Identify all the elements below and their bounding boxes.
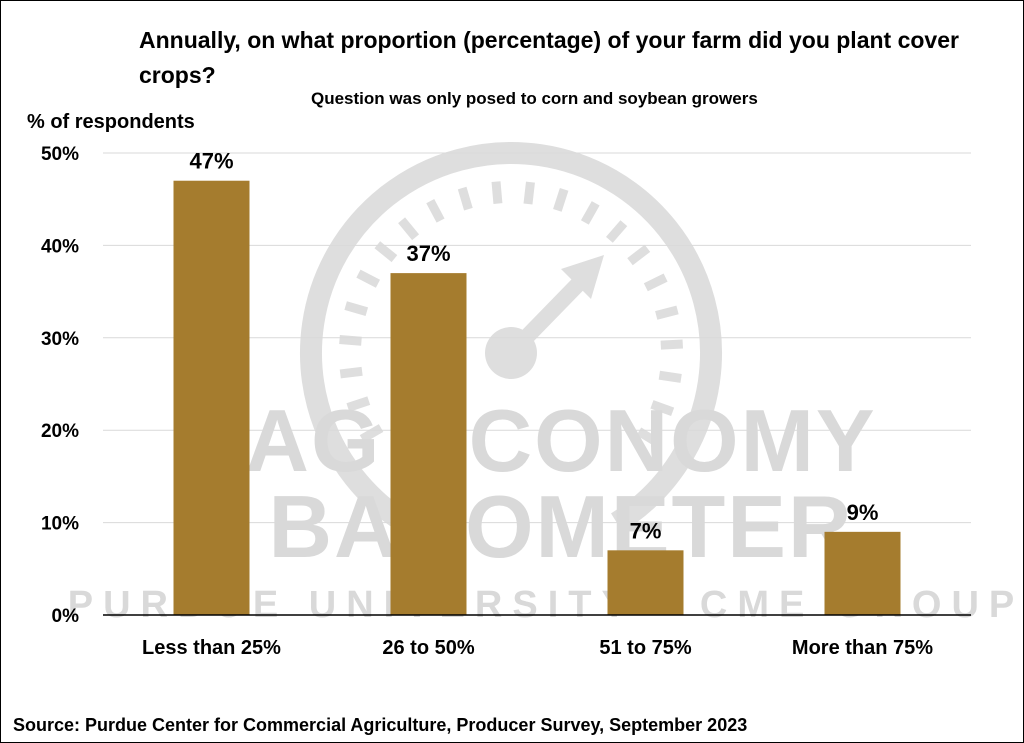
gauge-tick — [426, 199, 445, 223]
data-label: 9% — [847, 500, 879, 525]
data-label: 37% — [406, 241, 450, 266]
y-tick-label: 0% — [52, 606, 80, 627]
bars — [173, 180, 901, 615]
y-axis-label: % of respondents — [27, 111, 195, 133]
y-axis-ticks: 0% 10% 20% 30% 40% 50% — [41, 144, 79, 627]
chart-title: Annually, on what proportion (percentage… — [139, 27, 959, 88]
gauge-tick — [398, 217, 420, 241]
gauge-tick — [580, 201, 600, 225]
gauge-tick — [339, 335, 362, 346]
gauge-tick — [655, 305, 679, 320]
gauge-tick — [650, 400, 675, 417]
gauge-tick — [553, 188, 569, 212]
gauge-tick — [356, 269, 381, 288]
bar — [173, 180, 250, 615]
y-tick-label: 30% — [41, 329, 79, 350]
gauge-tick — [658, 370, 682, 383]
x-tick-label: More than 75% — [792, 637, 933, 659]
gauge-tick — [491, 181, 503, 204]
chart-subtitle: Question was only posed to corn and soyb… — [311, 89, 758, 108]
data-label: 7% — [630, 518, 662, 543]
gauge-tick — [339, 366, 363, 379]
gauge-needle — [505, 270, 592, 359]
x-tick-label: 51 to 75% — [599, 637, 691, 659]
gauge-tick — [346, 396, 371, 412]
gauge-tick — [660, 339, 683, 350]
x-axis-labels: Less than 25% 26 to 50% 51 to 75% More than… — [142, 637, 933, 659]
gauge-tick — [643, 273, 668, 292]
data-labels: 47% 37% 7% 9% — [189, 149, 878, 544]
y-tick-label: 20% — [41, 421, 79, 442]
x-tick-label: Less than 25% — [142, 637, 281, 659]
gauge-tick — [606, 220, 628, 243]
gauge-tick — [523, 181, 535, 205]
gauge-tick — [636, 427, 661, 447]
source-note: Source: Purdue Center for Commercial Agr… — [13, 715, 748, 735]
watermark-line1: AG ECONOMY — [245, 391, 876, 490]
bar — [607, 550, 684, 615]
gauge-arrowhead — [561, 255, 604, 299]
y-tick-label: 40% — [41, 236, 79, 257]
y-tick-label: 50% — [41, 144, 79, 165]
gauge-tick — [457, 186, 473, 211]
data-label: 47% — [189, 149, 233, 174]
gauge-tick — [627, 244, 651, 266]
bar — [824, 531, 901, 615]
gauge-tick — [344, 301, 369, 316]
x-tick-label: 26 to 50% — [382, 637, 474, 659]
y-tick-label: 10% — [41, 514, 79, 535]
bar — [390, 273, 467, 615]
gauge-tick — [374, 241, 398, 263]
watermark-line2: BAROMETER — [268, 477, 853, 576]
